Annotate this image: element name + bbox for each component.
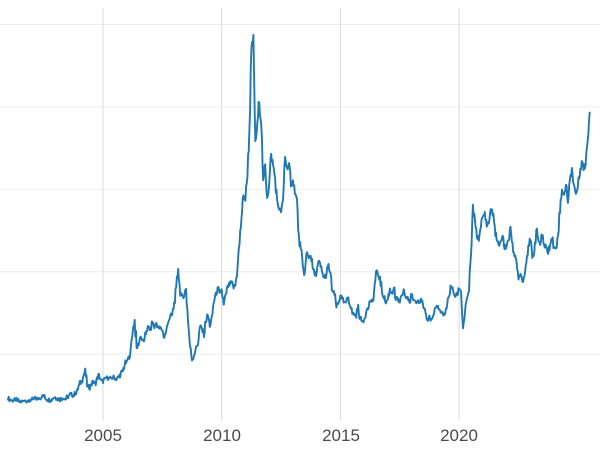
x-tick-label-2005: 2005 [84, 426, 122, 445]
price-line-series [7, 33, 591, 404]
x-tick-label-2010: 2010 [203, 426, 241, 445]
x-tick-label-2015: 2015 [322, 426, 360, 445]
x-tick-label-2020: 2020 [440, 426, 478, 445]
